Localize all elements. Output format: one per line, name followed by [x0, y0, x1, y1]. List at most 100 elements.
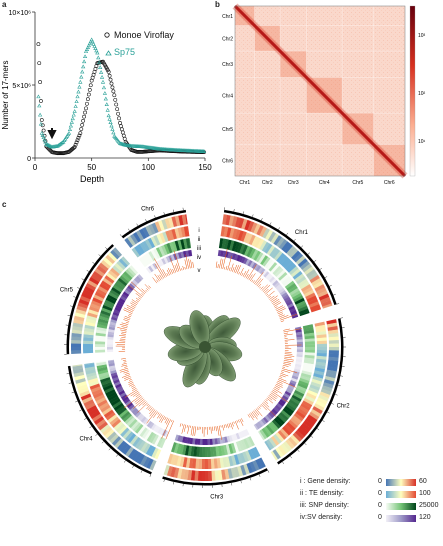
variant-spike: [254, 272, 263, 284]
variant-spike: [132, 300, 138, 304]
inter-chromosome-block: [306, 26, 342, 52]
variant-spike: [153, 412, 158, 418]
position-tick: [137, 224, 138, 226]
data-point: [114, 98, 117, 101]
legend-gene-max: 60: [419, 478, 427, 485]
data-point: [42, 129, 45, 132]
data-point: [78, 85, 81, 88]
variant-spike: [281, 321, 284, 322]
variant-spike: [253, 280, 255, 283]
panel-label-a: a: [2, 0, 6, 9]
position-tick: [141, 470, 142, 472]
data-point: [37, 43, 40, 46]
density-bin: [317, 344, 327, 347]
variant-spike: [219, 259, 221, 269]
position-tick: [82, 279, 84, 280]
variant-spike: [133, 399, 144, 409]
data-point: [109, 78, 112, 81]
data-point: [120, 128, 123, 131]
inter-chromosome-block: [255, 77, 280, 113]
variant-spike: [277, 308, 286, 312]
x-axis-label: Depth: [80, 174, 104, 184]
inter-chromosome-block: [342, 145, 373, 176]
inter-chromosome-block: [306, 51, 342, 77]
position-tick: [329, 285, 331, 286]
inter-chromosome-block: [255, 6, 280, 26]
variant-spike: [145, 290, 147, 292]
position-tick: [311, 436, 313, 438]
variant-spike: [124, 367, 127, 368]
inter-chromosome-block: [255, 113, 280, 144]
variant-spike: [276, 307, 284, 311]
inter-chromosome-block: [306, 6, 342, 26]
variant-spike: [163, 269, 167, 276]
chromosome-label: Chr1: [295, 230, 309, 236]
variant-spike: [285, 355, 295, 356]
position-tick: [73, 296, 75, 297]
chromosome-label: Chr6: [141, 206, 155, 212]
variant-spike: [167, 273, 168, 276]
data-point: [110, 124, 113, 127]
variant-spike: [122, 332, 127, 333]
variant-spike: [264, 289, 268, 293]
variant-spike: [226, 424, 227, 427]
colorbar-tick-3: 10¹: [418, 139, 426, 145]
series-monoe-viroflay: [37, 43, 206, 155]
density-bin: [202, 439, 205, 445]
variant-spike: [259, 287, 260, 289]
data-point: [110, 82, 113, 85]
data-point: [38, 104, 41, 107]
position-tick: [99, 254, 101, 256]
variant-spike: [121, 334, 126, 335]
position-tick: [338, 385, 340, 386]
chromosome-label: Chr5: [60, 288, 74, 294]
data-point: [100, 76, 103, 79]
variant-spike: [180, 423, 181, 426]
variant-spike: [231, 423, 233, 429]
plant-center: [199, 341, 211, 353]
variant-spike: [191, 426, 192, 435]
position-tick: [325, 277, 327, 278]
variant-spike: [125, 316, 131, 318]
density-bin: [329, 343, 339, 347]
variant-spike: [255, 410, 259, 415]
variant-spike: [274, 302, 281, 306]
data-point: [37, 95, 40, 98]
variant-spike: [138, 403, 148, 413]
variant-spike: [122, 323, 129, 325]
position-tick: [145, 219, 146, 221]
inter-chromosome-block: [255, 51, 280, 77]
variant-spike: [270, 394, 277, 399]
variant-spike: [130, 303, 136, 306]
position-tick: [268, 470, 269, 472]
inter-chromosome-block: [342, 77, 373, 113]
variant-spike: [146, 288, 148, 290]
position-tick: [164, 212, 165, 214]
legend-sv-bar: [386, 515, 416, 522]
data-point: [84, 50, 87, 53]
variant-spike: [193, 426, 194, 436]
variant-spike: [257, 408, 259, 410]
colorbar-tick-1: 10³: [418, 33, 426, 39]
variant-spike: [276, 384, 283, 388]
position-tick: [261, 218, 262, 220]
y-chr-label: Chr6: [222, 158, 233, 164]
data-point: [97, 56, 100, 59]
legend-sv-max: 120: [419, 514, 431, 521]
variant-spike: [229, 423, 230, 427]
chromosome-label: Chr3: [210, 495, 224, 501]
data-point: [85, 48, 88, 51]
x-chr-label: Chr4: [319, 180, 330, 186]
position-tick: [92, 262, 94, 264]
density-bin: [317, 347, 327, 350]
variant-spike: [261, 404, 267, 410]
variant-spike: [131, 391, 139, 396]
variant-spike: [235, 265, 238, 273]
variant-spike: [126, 322, 129, 323]
density-bin: [297, 347, 303, 350]
data-point: [118, 121, 121, 124]
density-bin: [83, 347, 93, 350]
inter-chromosome-block: [306, 113, 342, 144]
variant-spike: [120, 324, 128, 326]
density-bin: [207, 439, 210, 445]
